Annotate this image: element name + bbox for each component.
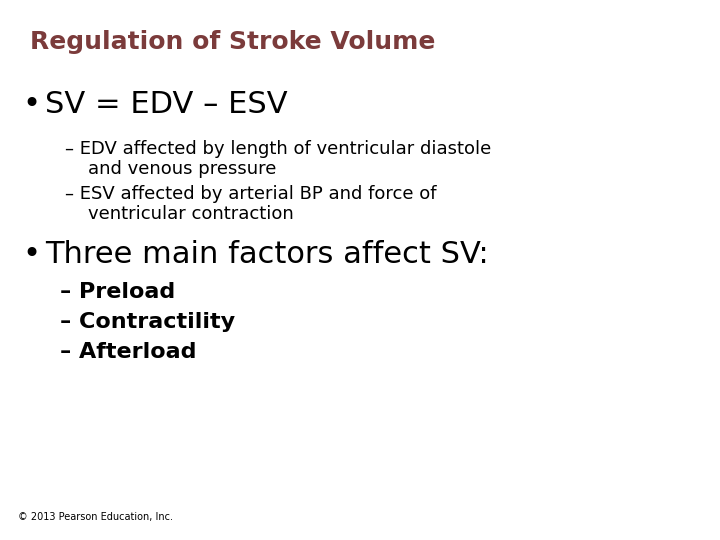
Text: – Preload: – Preload bbox=[60, 282, 175, 302]
Text: SV = EDV – ESV: SV = EDV – ESV bbox=[45, 90, 287, 119]
Text: •: • bbox=[22, 240, 40, 269]
Text: – ESV affected by arterial BP and force of: – ESV affected by arterial BP and force … bbox=[65, 185, 436, 203]
Text: Three main factors affect SV:: Three main factors affect SV: bbox=[45, 240, 489, 269]
Text: Regulation of Stroke Volume: Regulation of Stroke Volume bbox=[30, 30, 436, 54]
Text: ventricular contraction: ventricular contraction bbox=[65, 205, 294, 223]
Text: – Contractility: – Contractility bbox=[60, 312, 235, 332]
Text: •: • bbox=[22, 90, 40, 119]
Text: – EDV affected by length of ventricular diastole: – EDV affected by length of ventricular … bbox=[65, 140, 491, 158]
Text: © 2013 Pearson Education, Inc.: © 2013 Pearson Education, Inc. bbox=[18, 512, 173, 522]
Text: – Afterload: – Afterload bbox=[60, 342, 197, 362]
Text: and venous pressure: and venous pressure bbox=[65, 160, 276, 178]
